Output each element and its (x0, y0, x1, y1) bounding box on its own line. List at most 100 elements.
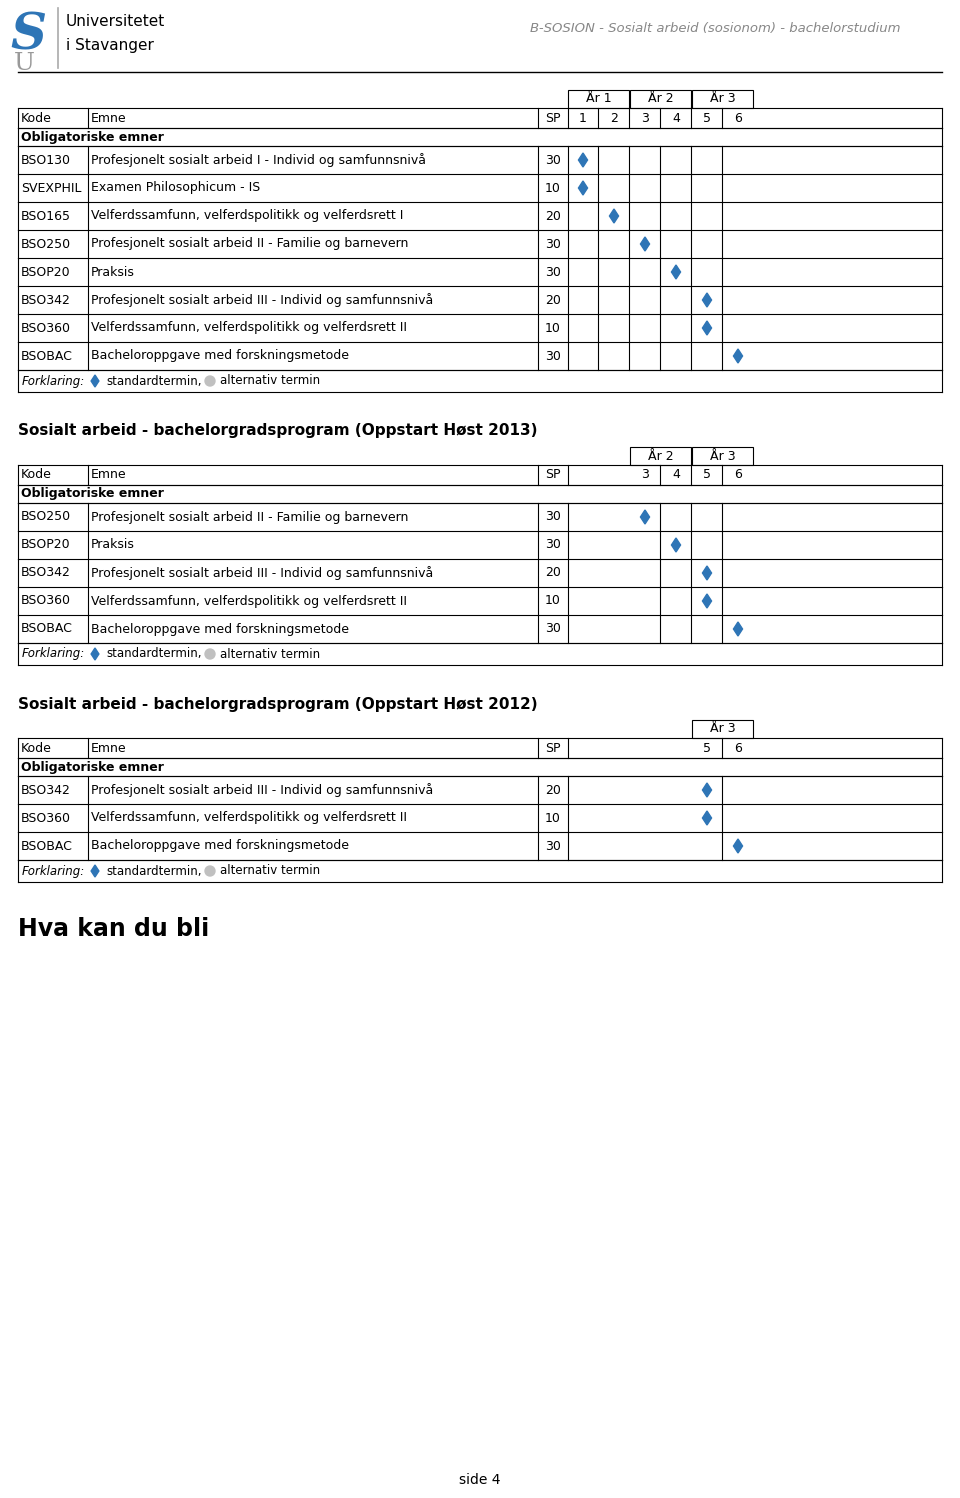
Text: 20: 20 (545, 783, 561, 797)
Text: 30: 30 (545, 349, 561, 363)
Text: Praksis: Praksis (91, 538, 134, 551)
Bar (630, 90, 691, 108)
Polygon shape (579, 181, 588, 195)
Polygon shape (640, 509, 650, 524)
Text: BSO342: BSO342 (21, 566, 71, 580)
Text: Obligatoriske emner: Obligatoriske emner (21, 761, 164, 773)
Text: 20: 20 (545, 566, 561, 580)
Polygon shape (703, 595, 711, 608)
Text: Kode: Kode (21, 469, 52, 481)
Text: 3: 3 (641, 469, 649, 481)
Text: B-SOSION - Sosialt arbeid (sosionom) - bachelorstudium: B-SOSION - Sosialt arbeid (sosionom) - b… (530, 22, 900, 34)
Text: Universitetet: Universitetet (66, 13, 165, 28)
Text: Kode: Kode (21, 111, 52, 124)
Text: alternativ termin: alternativ termin (220, 647, 320, 661)
Text: Bacheloroppgave med forskningsmetode: Bacheloroppgave med forskningsmetode (91, 623, 349, 635)
Text: 30: 30 (545, 839, 561, 852)
Text: 6: 6 (734, 111, 742, 124)
Polygon shape (671, 538, 681, 551)
Text: Forklaring:: Forklaring: (22, 374, 85, 388)
Text: År 2: År 2 (648, 93, 673, 105)
Text: År 1: År 1 (586, 93, 612, 105)
Text: 4: 4 (672, 469, 680, 481)
Polygon shape (671, 265, 681, 279)
Circle shape (205, 376, 215, 386)
Text: BSO130: BSO130 (21, 153, 71, 166)
Text: 5: 5 (703, 469, 711, 481)
Text: 1: 1 (579, 111, 587, 124)
Text: År 3: År 3 (709, 93, 735, 105)
Text: 10: 10 (545, 812, 561, 824)
Bar (568, 90, 629, 108)
Text: Bacheloroppgave med forskningsmetode: Bacheloroppgave med forskningsmetode (91, 349, 349, 363)
Text: BSO165: BSO165 (21, 210, 71, 223)
Text: BSO360: BSO360 (21, 812, 71, 824)
Polygon shape (733, 622, 742, 637)
Text: 30: 30 (545, 511, 561, 523)
Polygon shape (579, 153, 588, 166)
Text: SP: SP (545, 469, 561, 481)
Bar (630, 446, 691, 464)
Text: Forklaring:: Forklaring: (22, 864, 85, 878)
Text: S: S (10, 12, 46, 61)
Text: standardtermin,: standardtermin, (106, 374, 202, 388)
Text: Forklaring:: Forklaring: (22, 647, 85, 661)
Text: Velferdssamfunn, velferdspolitikk og velferdsrett II: Velferdssamfunn, velferdspolitikk og vel… (91, 322, 407, 334)
Polygon shape (703, 566, 711, 580)
Text: Bacheloroppgave med forskningsmetode: Bacheloroppgave med forskningsmetode (91, 839, 349, 852)
Text: Profesjonelt sosialt arbeid I - Individ og samfunnsnivå: Profesjonelt sosialt arbeid I - Individ … (91, 153, 426, 166)
Text: År 3: År 3 (709, 449, 735, 463)
Text: Velferdssamfunn, velferdspolitikk og velferdsrett II: Velferdssamfunn, velferdspolitikk og vel… (91, 595, 407, 608)
Text: 10: 10 (545, 181, 561, 195)
Polygon shape (703, 810, 711, 825)
Bar (692, 721, 753, 739)
Text: BSO250: BSO250 (21, 238, 71, 250)
Text: Praksis: Praksis (91, 265, 134, 279)
Text: Profesjonelt sosialt arbeid II - Familie og barnevern: Profesjonelt sosialt arbeid II - Familie… (91, 238, 408, 250)
Text: side 4: side 4 (459, 1473, 501, 1488)
Polygon shape (91, 374, 99, 386)
Text: BSOP20: BSOP20 (21, 538, 71, 551)
Text: 4: 4 (672, 111, 680, 124)
Text: standardtermin,: standardtermin, (106, 864, 202, 878)
Bar (692, 90, 753, 108)
Text: 3: 3 (641, 111, 649, 124)
Text: BSO360: BSO360 (21, 322, 71, 334)
Text: Sosialt arbeid - bachelorgradsprogram (Oppstart Høst 2013): Sosialt arbeid - bachelorgradsprogram (O… (18, 424, 538, 439)
Text: SP: SP (545, 742, 561, 755)
Text: i Stavanger: i Stavanger (66, 37, 154, 52)
Text: BSOBAC: BSOBAC (21, 349, 73, 363)
Text: alternativ termin: alternativ termin (220, 374, 320, 388)
Text: Emne: Emne (91, 111, 127, 124)
Text: 30: 30 (545, 538, 561, 551)
Text: 5: 5 (703, 742, 711, 755)
Text: 6: 6 (734, 742, 742, 755)
Text: standardtermin,: standardtermin, (106, 647, 202, 661)
Text: Velferdssamfunn, velferdspolitikk og velferdsrett II: Velferdssamfunn, velferdspolitikk og vel… (91, 812, 407, 824)
Text: 30: 30 (545, 153, 561, 166)
Polygon shape (91, 864, 99, 876)
Polygon shape (733, 839, 742, 852)
Text: BSOBAC: BSOBAC (21, 839, 73, 852)
Text: Hva kan du bli: Hva kan du bli (18, 917, 209, 941)
Text: Obligatoriske emner: Obligatoriske emner (21, 487, 164, 500)
Text: 10: 10 (545, 595, 561, 608)
Text: U: U (14, 52, 35, 75)
Text: Emne: Emne (91, 469, 127, 481)
Polygon shape (703, 294, 711, 307)
Text: 10: 10 (545, 322, 561, 334)
Text: BSO250: BSO250 (21, 511, 71, 523)
Text: 2: 2 (610, 111, 618, 124)
Text: BSOP20: BSOP20 (21, 265, 71, 279)
Text: Kode: Kode (21, 742, 52, 755)
Text: 5: 5 (703, 111, 711, 124)
Text: 6: 6 (734, 469, 742, 481)
Text: Obligatoriske emner: Obligatoriske emner (21, 130, 164, 144)
Polygon shape (640, 237, 650, 252)
Circle shape (205, 866, 215, 876)
Text: Velferdssamfunn, velferdspolitikk og velferdsrett I: Velferdssamfunn, velferdspolitikk og vel… (91, 210, 403, 223)
Text: BSO342: BSO342 (21, 783, 71, 797)
Circle shape (205, 649, 215, 659)
Text: BSO360: BSO360 (21, 595, 71, 608)
Text: 30: 30 (545, 265, 561, 279)
